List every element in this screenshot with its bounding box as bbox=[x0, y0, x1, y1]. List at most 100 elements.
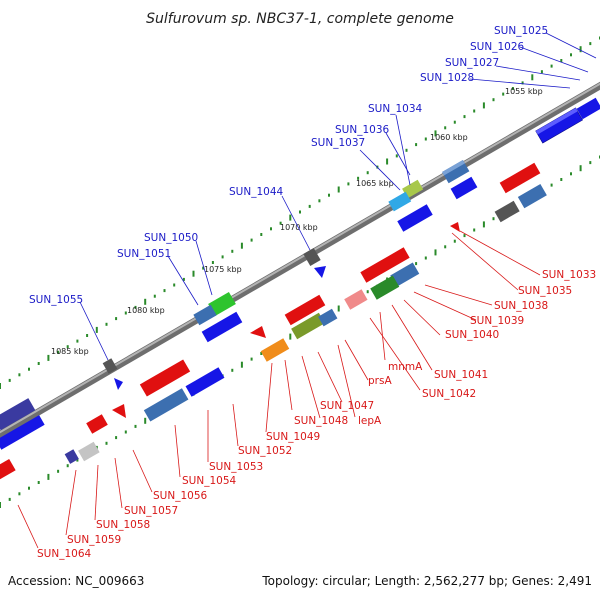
gene-block-sun1049[interactable] bbox=[260, 338, 290, 362]
gene-block-sun1051[interactable] bbox=[193, 304, 217, 326]
gene-block-sun1039[interactable] bbox=[360, 247, 410, 283]
scale-tick bbox=[231, 249, 234, 253]
gene-block-sun1033b[interactable] bbox=[517, 183, 547, 209]
scale-tick bbox=[531, 74, 534, 81]
scale-tick bbox=[473, 109, 476, 113]
gene-block-sun1055[interactable] bbox=[102, 358, 123, 390]
gene-block-mnmA[interactable] bbox=[370, 275, 400, 300]
label-sun1055[interactable]: SUN_1055 bbox=[29, 294, 83, 306]
gene-block-sun1064[interactable] bbox=[0, 458, 16, 482]
label-sun1033[interactable]: SUN_1033 bbox=[542, 269, 596, 281]
gene-block-sun1059b[interactable] bbox=[64, 449, 79, 464]
gene-block-sun1025[interactable] bbox=[535, 107, 583, 144]
gene-block-sun1036[interactable] bbox=[402, 179, 424, 199]
scale-tick bbox=[550, 183, 553, 187]
scale-tick bbox=[124, 311, 127, 315]
label-sun1047[interactable]: SUN_1047 bbox=[320, 400, 374, 412]
scale-tick bbox=[337, 186, 340, 193]
map-title: Sulfurovum sp. NBC37-1, complete genome bbox=[146, 11, 454, 27]
scale-tick bbox=[521, 81, 524, 85]
label-sun1042[interactable]: SUN_1042 bbox=[422, 388, 476, 400]
label-sun1027[interactable]: SUN_1027 bbox=[445, 57, 499, 69]
gene-block-sun1047[interactable] bbox=[291, 312, 325, 340]
label-sun1059[interactable]: SUN_1059 bbox=[67, 534, 121, 546]
label-sun1057[interactable]: SUN_1057 bbox=[124, 505, 178, 517]
genome-backbone bbox=[0, 81, 600, 439]
gene-block-sun1056[interactable] bbox=[143, 388, 189, 422]
label-sun1052[interactable]: SUN_1052 bbox=[238, 445, 292, 457]
scale-label-1080: 1080 kbp bbox=[127, 306, 165, 315]
scale-tick bbox=[173, 283, 176, 287]
gene-block-sun1034[interactable] bbox=[442, 159, 470, 184]
label-sun1049[interactable]: SUN_1049 bbox=[266, 431, 320, 443]
gene-block-sun1037b[interactable] bbox=[397, 204, 433, 232]
gene-block-left-forward-2[interactable] bbox=[0, 415, 45, 450]
scale-tick bbox=[453, 120, 456, 124]
label-sun1044[interactable]: SUN_1044 bbox=[229, 186, 283, 198]
forward-genes bbox=[0, 97, 600, 450]
label-lepA[interactable]: lepA bbox=[358, 415, 382, 427]
label-sun1028[interactable]: SUN_1028 bbox=[420, 72, 474, 84]
gene-block-sun1040[interactable] bbox=[390, 262, 420, 287]
gene-block-sun1026[interactable] bbox=[576, 97, 600, 120]
scale-tick bbox=[57, 350, 60, 354]
scale-tick bbox=[366, 171, 369, 175]
scale-tick bbox=[182, 277, 185, 281]
label-sun1034[interactable]: SUN_1034 bbox=[368, 103, 422, 115]
scale-tick bbox=[405, 148, 408, 152]
gene-block-lepA[interactable] bbox=[318, 308, 338, 327]
scale-tick bbox=[415, 262, 418, 266]
label-sun1039[interactable]: SUN_1039 bbox=[470, 315, 524, 327]
scale-tick bbox=[144, 298, 147, 305]
gene-block-sun1044[interactable] bbox=[303, 247, 326, 278]
scale-tick bbox=[144, 417, 147, 424]
scale-tick bbox=[124, 430, 127, 434]
label-sun1053[interactable]: SUN_1053 bbox=[209, 461, 263, 473]
scale-tick bbox=[28, 486, 30, 490]
label-sun1048[interactable]: SUN_1048 bbox=[294, 415, 348, 427]
label-sun1058[interactable]: SUN_1058 bbox=[96, 519, 150, 531]
scale-tick bbox=[492, 98, 495, 102]
label-mnmA[interactable]: mnmA bbox=[388, 361, 423, 373]
label-sun1037[interactable]: SUN_1037 bbox=[311, 137, 365, 149]
scale-tick bbox=[18, 373, 21, 377]
scale-tick bbox=[95, 326, 98, 333]
label-sun1040[interactable]: SUN_1040 bbox=[445, 329, 499, 341]
gene-block-sun1034b[interactable] bbox=[450, 176, 478, 200]
gene-block-sun1057[interactable] bbox=[112, 404, 126, 418]
gene-block-sun1048[interactable] bbox=[284, 294, 326, 326]
label-sun1064[interactable]: SUN_1064 bbox=[37, 548, 91, 560]
scale-tick bbox=[76, 458, 79, 462]
scale-tick bbox=[47, 473, 50, 480]
label-sun1035[interactable]: SUN_1035 bbox=[518, 285, 572, 297]
gene-block-sun1037[interactable] bbox=[388, 191, 412, 212]
scale-tick bbox=[240, 242, 243, 249]
gene-block-left-forward-1[interactable] bbox=[0, 398, 36, 431]
label-sun1056[interactable]: SUN_1056 bbox=[153, 490, 207, 502]
label-sun1051[interactable]: SUN_1051 bbox=[117, 248, 171, 260]
gene-block-sun1054[interactable] bbox=[185, 367, 225, 397]
scale-tick bbox=[260, 233, 263, 236]
label-sun1050[interactable]: SUN_1050 bbox=[144, 232, 198, 244]
gene-block-prsA[interactable] bbox=[344, 289, 368, 310]
outer-scale-rail bbox=[0, 36, 600, 389]
gene-block-sun1058[interactable] bbox=[86, 414, 108, 434]
scale-tick bbox=[250, 238, 253, 242]
label-sun1026[interactable]: SUN_1026 bbox=[470, 41, 524, 53]
label-sun1036[interactable]: SUN_1036 bbox=[335, 124, 389, 136]
gene-block-sun1038[interactable] bbox=[450, 222, 460, 232]
gene-block-sun1035[interactable] bbox=[494, 200, 520, 223]
gene-block-sun1051b[interactable] bbox=[201, 311, 243, 343]
gene-block-sun1059[interactable] bbox=[78, 441, 100, 462]
gene-block-sun1053[interactable] bbox=[139, 359, 191, 397]
label-sun1054[interactable]: SUN_1054 bbox=[182, 475, 236, 487]
gene-block-sun1050[interactable] bbox=[208, 291, 236, 317]
label-sun1025[interactable]: SUN_1025 bbox=[494, 25, 548, 37]
gene-block-sun1052[interactable] bbox=[250, 326, 266, 338]
label-prsA[interactable]: prsA bbox=[368, 375, 392, 387]
genome-stats-text: Topology: circular; Length: 2,562,277 bp… bbox=[261, 574, 592, 588]
scale-tick bbox=[589, 161, 592, 165]
gene-block-sun1033[interactable] bbox=[499, 162, 541, 194]
label-sun1041[interactable]: SUN_1041 bbox=[434, 369, 488, 381]
label-sun1038[interactable]: SUN_1038 bbox=[494, 300, 548, 312]
